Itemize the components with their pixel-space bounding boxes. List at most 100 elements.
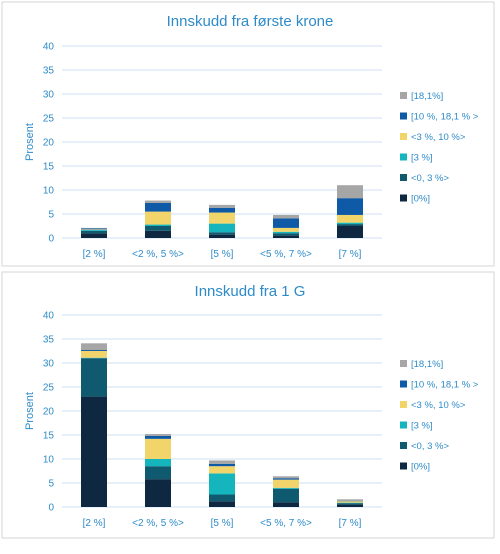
bar-segment: [273, 215, 299, 218]
y-tick-label: 15: [43, 431, 55, 442]
y-tick-label: 25: [43, 114, 55, 125]
legend-swatch: [400, 381, 407, 388]
legend-label: <0, 3 %>: [411, 173, 449, 184]
bar-segment: [337, 226, 363, 238]
bar-segment: [337, 224, 363, 226]
bar-segment: [145, 212, 171, 225]
x-tick-label: <2 %, 5 %>: [132, 518, 184, 529]
bar-segment: [273, 476, 299, 478]
y-axis-label: Prosent: [24, 123, 36, 161]
bar-segment: [273, 480, 299, 488]
bar-segment: [273, 232, 299, 233]
y-tick-label: 5: [48, 479, 54, 490]
y-tick-label: 30: [43, 90, 55, 101]
legend-label: <0, 3 %>: [411, 441, 449, 452]
legend-swatch: [400, 113, 407, 120]
bar-segment: [273, 218, 299, 228]
y-tick-label: 0: [48, 234, 54, 245]
bar-segment: [209, 205, 235, 208]
bar-segment: [81, 397, 107, 507]
bar-segment: [337, 501, 363, 502]
bar-segment: [209, 232, 235, 234]
y-tick-label: 0: [48, 503, 54, 514]
bar-segment: [337, 503, 363, 504]
legend-swatch: [400, 401, 407, 408]
x-tick-label: [5 %]: [211, 518, 234, 529]
x-tick-label: [7 %]: [339, 518, 362, 529]
bar-segment: [145, 203, 171, 212]
x-tick-label: [2 %]: [83, 249, 106, 260]
legend-label: [0%]: [411, 462, 430, 473]
y-tick-label: 35: [43, 335, 55, 346]
bar-segment: [209, 501, 235, 507]
bar-segment: [337, 198, 363, 215]
bar-segment: [337, 505, 363, 507]
legend-label: [18,1%]: [411, 91, 443, 102]
bar-segment: [273, 488, 299, 489]
legend-swatch: [400, 154, 407, 161]
legend-swatch: [400, 92, 407, 99]
bar-segment: [273, 233, 299, 235]
bar-segment: [81, 230, 107, 231]
legend-label: [3 %]: [411, 153, 433, 164]
chart-panel-1: Innskudd fra første krone051015202530354…: [2, 2, 494, 266]
bar-segment: [273, 478, 299, 479]
bar-segment: [81, 228, 107, 229]
y-tick-label: 25: [43, 383, 55, 394]
y-tick-label: 30: [43, 359, 55, 370]
bar-segment: [209, 460, 235, 463]
bar-segment: [337, 185, 363, 198]
bar-segment: [145, 225, 171, 226]
legend-label: [10 %, 18,1 % >: [411, 112, 479, 123]
bar-segment: [209, 224, 235, 233]
bar-segment: [209, 473, 235, 494]
y-tick-label: 35: [43, 66, 55, 77]
x-tick-label: <5 %, 7 %>: [260, 518, 312, 529]
bar-segment: [273, 489, 299, 502]
bar-segment: [145, 459, 171, 466]
bar-segment: [81, 231, 107, 233]
legend-swatch: [400, 422, 407, 429]
bar-segment: [273, 502, 299, 507]
bar-segment: [145, 436, 171, 439]
bar-segment: [81, 343, 107, 350]
y-axis-label: Prosent: [24, 392, 36, 430]
legend-swatch: [400, 133, 407, 140]
bar-segment: [337, 215, 363, 223]
bar-segment: [145, 201, 171, 203]
x-tick-label: [5 %]: [211, 249, 234, 260]
x-tick-label: <5 %, 7 %>: [260, 249, 312, 260]
bar-segment: [337, 223, 363, 224]
legend-swatch: [400, 174, 407, 181]
bar-segment: [209, 495, 235, 502]
bar-segment: [209, 235, 235, 238]
bar-segment: [81, 233, 107, 238]
bar-segment: [209, 208, 235, 213]
legend-label: [10 %, 18,1 % >: [411, 380, 479, 391]
y-tick-label: 20: [43, 407, 55, 418]
legend-label: <3 %, 10 %>: [411, 400, 466, 411]
legend-swatch: [400, 360, 407, 367]
legend-label: [0%]: [411, 194, 430, 205]
x-tick-label: [7 %]: [339, 249, 362, 260]
bar-segment: [209, 213, 235, 224]
legend-swatch: [400, 442, 407, 449]
y-tick-label: 15: [43, 162, 55, 173]
y-tick-label: 10: [43, 455, 55, 466]
legend-swatch: [400, 463, 407, 470]
bar-segment: [145, 434, 171, 436]
chart-title: Innskudd fra 1 G: [195, 283, 306, 300]
chart-title: Innskudd fra første krone: [167, 13, 334, 30]
bar-segment: [81, 358, 107, 396]
bar-segment: [81, 350, 107, 351]
x-tick-label: [2 %]: [83, 518, 106, 529]
bar-segment: [145, 226, 171, 231]
bar-segment: [81, 351, 107, 358]
bar-segment: [145, 439, 171, 459]
bar-segment: [209, 466, 235, 473]
y-tick-label: 40: [43, 311, 55, 322]
legend-label: [3 %]: [411, 421, 433, 432]
bar-segment: [337, 499, 363, 500]
